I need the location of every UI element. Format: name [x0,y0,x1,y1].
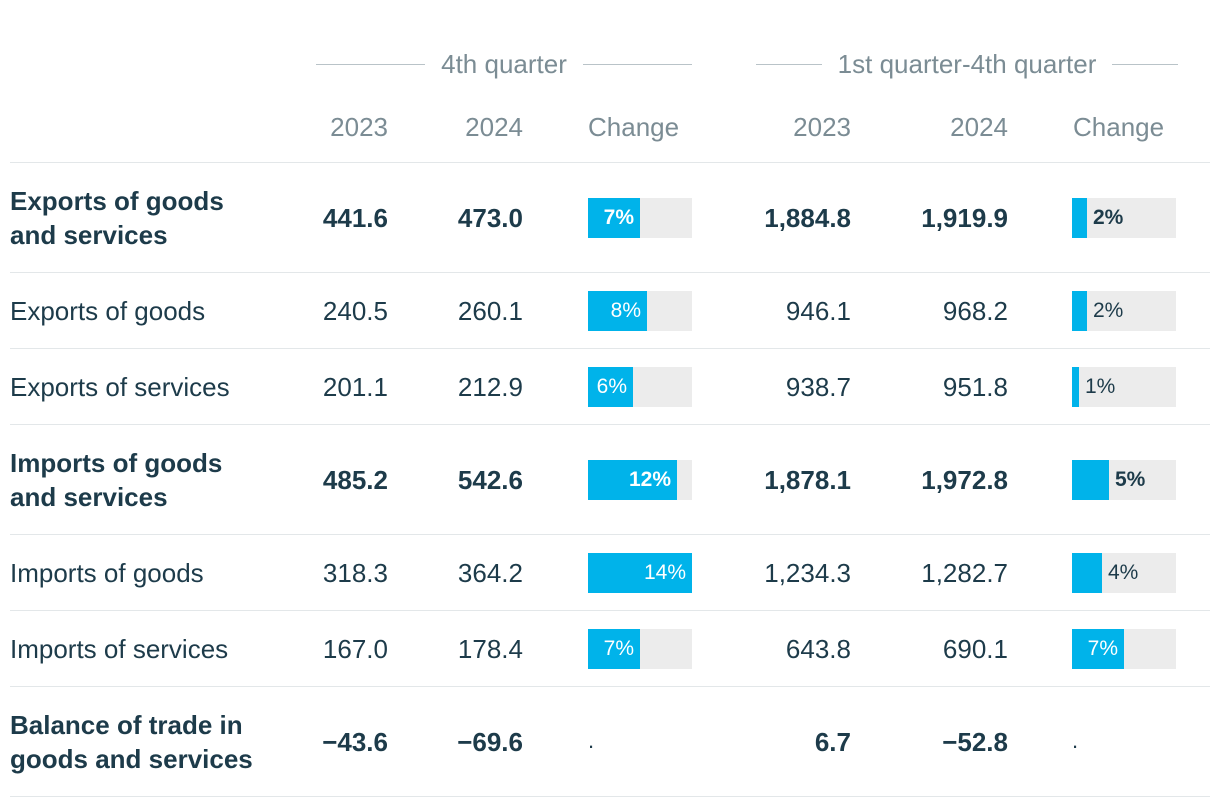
change-bar-yr: 5% [1072,460,1176,500]
change-bar-fill [1072,553,1102,593]
change-percent: 8% [610,299,641,322]
table-row: Imports of goods and services 485.2 542.6 1… [10,424,1210,535]
row-label: Exports of goods [10,296,206,326]
change-bar-fill [1072,367,1079,407]
cell-q4-2023: 441.6 [322,203,388,233]
change-percent: 4% [1108,561,1139,584]
cell-yr-2023: 938.7 [785,372,851,402]
change-bar-fill [588,553,692,593]
cell-yr-2024: 690.1 [942,634,1008,664]
cell-q4-2024: 364.2 [457,558,523,588]
col-header-yr-2023: 2023 [793,112,851,142]
table-bottom-divider [10,796,1210,797]
change-percent: 2% [1093,206,1124,229]
cell-yr-2024: 968.2 [942,296,1008,326]
cell-q4-2023: 240.5 [322,296,388,326]
cell-q4-2023: 167.0 [322,634,388,664]
change-percent: 6% [596,375,627,398]
group-rule-left [756,63,822,65]
cell-q4-2024: 542.6 [457,465,523,495]
change-bar-fill [588,291,647,331]
change-percent: 7% [603,206,634,229]
change-percent: 14% [643,561,686,584]
group-rule-right [1112,63,1179,65]
change-bar-yr: 4% [1072,553,1176,593]
table-row: Imports of goods 318.3 364.2 1,234.3 1,282.7… [10,534,1210,611]
cell-q4-2024: 473.0 [457,203,523,233]
change-bar-q4: 6% [588,367,692,407]
change-empty: . [1072,728,1079,753]
change-percent: 1% [1085,375,1116,398]
cell-yr-2023: 1,234.3 [764,558,851,588]
change-bar-yr: 2% [1072,291,1176,331]
group-rule-right [582,63,692,65]
change-bar-yr: 1% [1072,367,1176,407]
row-label: Imports of services [10,634,229,664]
cell-q4-2023: 201.1 [322,372,388,402]
cell-yr-2023: 1,878.1 [764,465,851,495]
row-label: Exports of services [10,372,230,402]
col-header-yr-2024: 2024 [950,112,1008,142]
change-bar-yr: 2% [1072,198,1176,238]
cell-q4-2023: −43.6 [322,727,388,757]
change-bar-fill [588,198,640,238]
change-bar-fill [1072,629,1124,669]
cell-yr-2024: 1,919.9 [921,203,1008,233]
group-header-year: 1st quarter-4th quarter [756,48,1179,80]
change-percent: 5% [1115,468,1146,491]
cell-q4-2023: 485.2 [322,465,388,495]
row-label: Imports of goods and services [10,448,223,512]
table-row: Exports of goods 240.5 260.1 946.1 968.2 8% 2% [10,272,1210,349]
cell-yr-2024: 951.8 [942,372,1008,402]
cell-yr-2024: 1,282.7 [921,558,1008,588]
change-bar-fill [588,629,640,669]
group-label-year: 1st quarter-4th quarter [837,48,1097,79]
cell-yr-2024: −52.8 [942,727,1008,757]
cell-yr-2023: 643.8 [785,634,851,664]
change-empty: . [588,728,595,753]
change-percent: 7% [603,637,634,660]
row-label: Exports of goods and services [10,186,224,250]
col-header-q4-change: Change [588,112,680,142]
table-row: Exports of goods and services 441.6 473.0 1… [10,162,1210,273]
col-header-q4-2024: 2024 [465,112,523,142]
cell-yr-2024: 1,972.8 [921,465,1008,495]
cell-q4-2024: 212.9 [457,372,523,402]
change-bar-q4: 7% [588,629,692,669]
cell-q4-2023: 318.3 [322,558,388,588]
change-bar-fill [588,460,677,500]
row-label: Imports of goods [10,558,204,588]
table-row: Exports of services 201.1 212.9 938.7 951.8 6… [10,348,1210,425]
row-label: Balance of trade in goods and services [10,710,253,774]
group-label-q4: 4th quarter [441,48,567,79]
change-percent: 12% [628,468,671,491]
change-bar-fill [1072,198,1087,238]
cell-q4-2024: 260.1 [457,296,523,326]
col-header-q4-2023: 2023 [330,112,388,142]
change-percent: 7% [1087,637,1118,660]
change-percent: 2% [1093,299,1124,322]
change-bar-q4: 12% [588,460,692,500]
cell-yr-2023: 1,884.8 [764,203,851,233]
group-header-q4: 4th quarter [316,48,692,80]
col-header-yr-change: Change [1073,112,1165,142]
group-rule-left [316,63,426,65]
table-row: Imports of services 167.0 178.4 643.8 690.1 7… [10,610,1210,687]
cell-yr-2023: 6.7 [814,727,851,757]
change-bar-q4: 8% [588,291,692,331]
change-bar-fill [1072,460,1109,500]
table-row: Balance of trade in goods and services −4… [10,686,1210,797]
change-bar-yr: 7% [1072,629,1176,669]
change-bar-q4: 7% [588,198,692,238]
cell-q4-2024: −69.6 [457,727,523,757]
cell-yr-2023: 946.1 [785,296,851,326]
cell-q4-2024: 178.4 [457,634,523,664]
change-bar-fill [588,367,633,407]
change-bar-q4: 14% [588,553,692,593]
change-bar-fill [1072,291,1087,331]
